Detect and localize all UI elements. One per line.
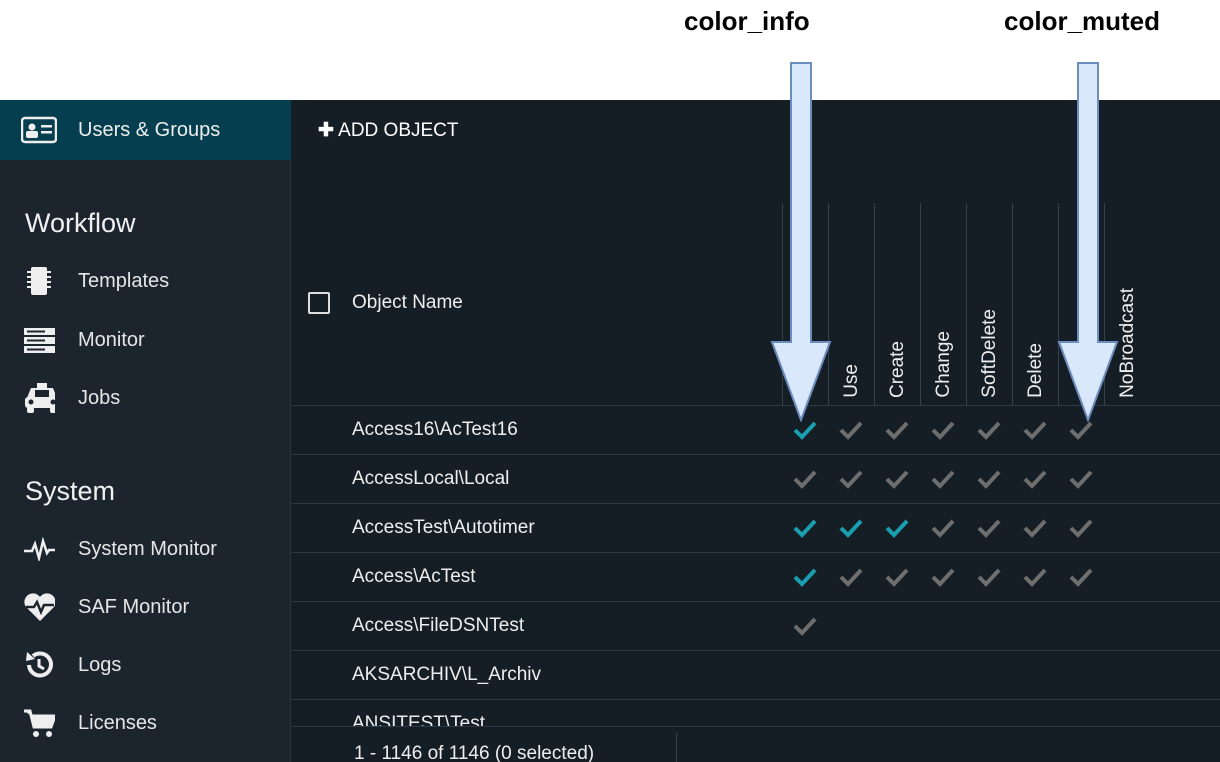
check-icon[interactable] (977, 468, 1001, 490)
object-name: Access\AcTest (352, 566, 476, 587)
section-workflow: Workflow (25, 208, 136, 238)
chip-icon (23, 266, 55, 296)
permission-column-header[interactable]: Delete (1012, 203, 1058, 406)
permission-column-header[interactable]: SoftDelete (966, 203, 1012, 406)
sidebar-item-templates[interactable]: Templates (0, 261, 291, 301)
table-row[interactable]: AKSARCHIV\L_Archiv (292, 651, 1220, 700)
select-all-checkbox[interactable] (308, 292, 330, 314)
check-icon[interactable] (1023, 517, 1047, 539)
check-icon[interactable] (839, 468, 863, 490)
check-icon[interactable] (1069, 419, 1093, 441)
sidebar-item-label: SAF Monitor (78, 595, 190, 618)
check-icon[interactable] (1023, 468, 1047, 490)
permission-column-header[interactable] (782, 203, 828, 406)
table-row[interactable]: AccessTest\Autotimer (292, 504, 1220, 553)
table-row[interactable]: Access\FileDSNTest (292, 602, 1220, 651)
check-icon[interactable] (839, 517, 863, 539)
permission-column-header[interactable]: Change (920, 203, 966, 406)
arrow-color-info (770, 62, 832, 422)
plus-icon: ✚ (318, 120, 334, 141)
id-card-icon (0, 116, 78, 144)
heart-pulse-icon (23, 592, 55, 622)
annotation-color-muted: color_muted (1004, 6, 1161, 36)
permission-column-header[interactable] (1058, 203, 1104, 406)
server-icon (23, 327, 55, 353)
table-row[interactable]: Access16\AcTest16 (292, 406, 1220, 455)
section-system: System (25, 476, 116, 506)
check-icon[interactable] (793, 468, 817, 490)
permission-column-header[interactable]: Create (874, 203, 920, 406)
column-label: SoftDelete (979, 309, 1000, 398)
sidebar-item-label: Logs (78, 653, 122, 676)
object-name: Access\FileDSNTest (352, 615, 525, 636)
check-icon[interactable] (885, 419, 909, 441)
check-icon[interactable] (931, 566, 955, 588)
sidebar-item-system-monitor[interactable]: System Monitor (0, 529, 291, 569)
history-icon (23, 650, 55, 680)
check-icon[interactable] (839, 566, 863, 588)
check-icon[interactable] (931, 419, 955, 441)
column-label: NoBroadcast (1117, 288, 1138, 398)
check-icon[interactable] (931, 468, 955, 490)
check-icon[interactable] (977, 517, 1001, 539)
check-icon[interactable] (977, 419, 1001, 441)
check-icon[interactable] (793, 615, 817, 637)
table-row[interactable]: AccessLocal\Local (292, 455, 1220, 504)
arrow-color-muted (1057, 62, 1119, 422)
object-name: AKSARCHIV\L_Archiv (352, 664, 542, 685)
object-name: AccessTest\Autotimer (352, 517, 535, 538)
add-object-label: ADD OBJECT (338, 120, 459, 141)
sidebar-item-monitor[interactable]: Monitor (0, 320, 291, 360)
check-icon[interactable] (931, 517, 955, 539)
pagination-summary: 1 - 1146 of 1146 (0 selected) (354, 743, 595, 762)
check-icon[interactable] (1069, 566, 1093, 588)
sidebar-item-label: Monitor (78, 328, 145, 351)
column-label: Delete (1025, 343, 1046, 398)
check-icon[interactable] (885, 468, 909, 490)
taxi-icon (23, 382, 55, 414)
sidebar: Users & Groups Workflow Templates Monito… (0, 100, 291, 762)
object-name: Access16\AcTest16 (352, 419, 518, 440)
sidebar-item-users-groups[interactable]: Users & Groups (0, 100, 291, 160)
check-icon[interactable] (977, 566, 1001, 588)
main-panel: ✚ ADD OBJECT Object Name Use Create Change… (292, 100, 1220, 762)
object-name: AccessLocal\Local (352, 468, 510, 489)
sidebar-item-label: Licenses (78, 711, 157, 734)
check-icon[interactable] (885, 517, 909, 539)
check-icon[interactable] (793, 419, 817, 441)
check-icon[interactable] (839, 419, 863, 441)
sidebar-item-label: Users & Groups (78, 118, 221, 141)
check-icon[interactable] (885, 566, 909, 588)
cart-icon (23, 708, 55, 738)
annotation-color-info: color_info (684, 6, 810, 36)
add-object-button[interactable]: ✚ ADD OBJECT (318, 119, 459, 142)
permission-column-header[interactable]: NoBroadcast (1104, 203, 1150, 406)
sidebar-item-jobs[interactable]: Jobs (0, 378, 291, 418)
table-row[interactable]: Access\AcTest (292, 553, 1220, 602)
column-label: Create (887, 340, 908, 398)
check-icon[interactable] (1069, 468, 1093, 490)
sidebar-item-label: System Monitor (78, 537, 217, 560)
check-icon[interactable] (1069, 517, 1093, 539)
sidebar-item-label: Templates (78, 269, 170, 292)
sidebar-item-saf-monitor[interactable]: SAF Monitor (0, 587, 291, 627)
app-window: Users & Groups Workflow Templates Monito… (0, 100, 1220, 762)
table-header: ✚ ADD OBJECT Object Name Use Create Change… (292, 100, 1220, 406)
column-label: Use (841, 364, 862, 398)
column-label: Change (933, 331, 954, 398)
sidebar-item-licenses[interactable]: Licenses (0, 703, 291, 743)
sidebar-item-logs[interactable]: Logs (0, 645, 291, 685)
sidebar-item-label: Jobs (78, 386, 121, 409)
check-icon[interactable] (1023, 419, 1047, 441)
check-icon[interactable] (793, 566, 817, 588)
object-name-header[interactable]: Object Name (352, 292, 463, 313)
footer-divider (676, 733, 677, 762)
table-footer: 1 - 1146 of 1146 (0 selected) (292, 726, 1220, 762)
check-icon[interactable] (1023, 566, 1047, 588)
heartbeat-icon (23, 537, 55, 561)
check-icon[interactable] (793, 517, 817, 539)
permission-column-header[interactable]: Use (828, 203, 874, 406)
